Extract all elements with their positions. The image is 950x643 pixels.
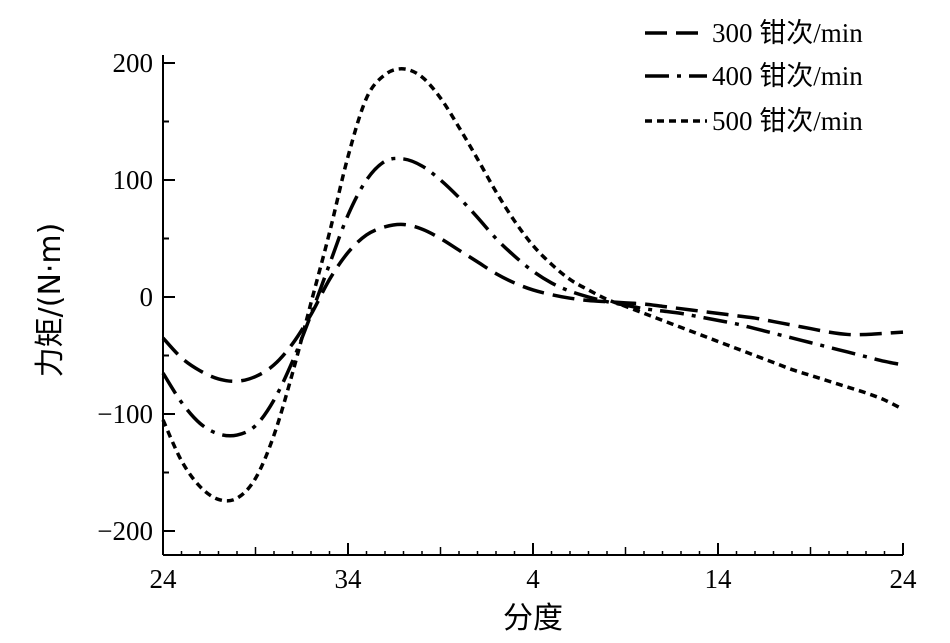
y-tick-label: 100	[113, 165, 154, 195]
series-layer	[161, 67, 904, 503]
legend-label-500: 500 钳次/min	[712, 106, 863, 136]
x-tick-label: 24	[890, 564, 918, 594]
x-tick-label: 14	[705, 564, 733, 594]
y-tick-label: 200	[113, 48, 154, 78]
x-axis-ticks: 24 34 4 14 24	[150, 543, 918, 594]
legend-label-300: 300 钳次/min	[712, 18, 863, 48]
series-line-1	[161, 222, 904, 384]
y-axis-ticks: 200 100 0 −100 −200	[97, 48, 175, 546]
x-axis-title: 分度	[503, 601, 563, 636]
y-tick-label: 0	[140, 282, 154, 312]
x-tick-label: 4	[526, 564, 540, 594]
y-tick-label: −200	[97, 516, 153, 546]
y-axis-title: 力矩/(N·m)	[33, 223, 68, 378]
y-tick-label: −100	[97, 399, 153, 429]
x-tick-label: 24	[150, 564, 178, 594]
series-line-2	[161, 156, 904, 438]
legend-label-400: 400 钳次/min	[712, 61, 863, 91]
legend: 300 钳次/min 400 钳次/min 500 钳次/min	[645, 18, 863, 136]
x-tick-label: 34	[335, 564, 363, 594]
